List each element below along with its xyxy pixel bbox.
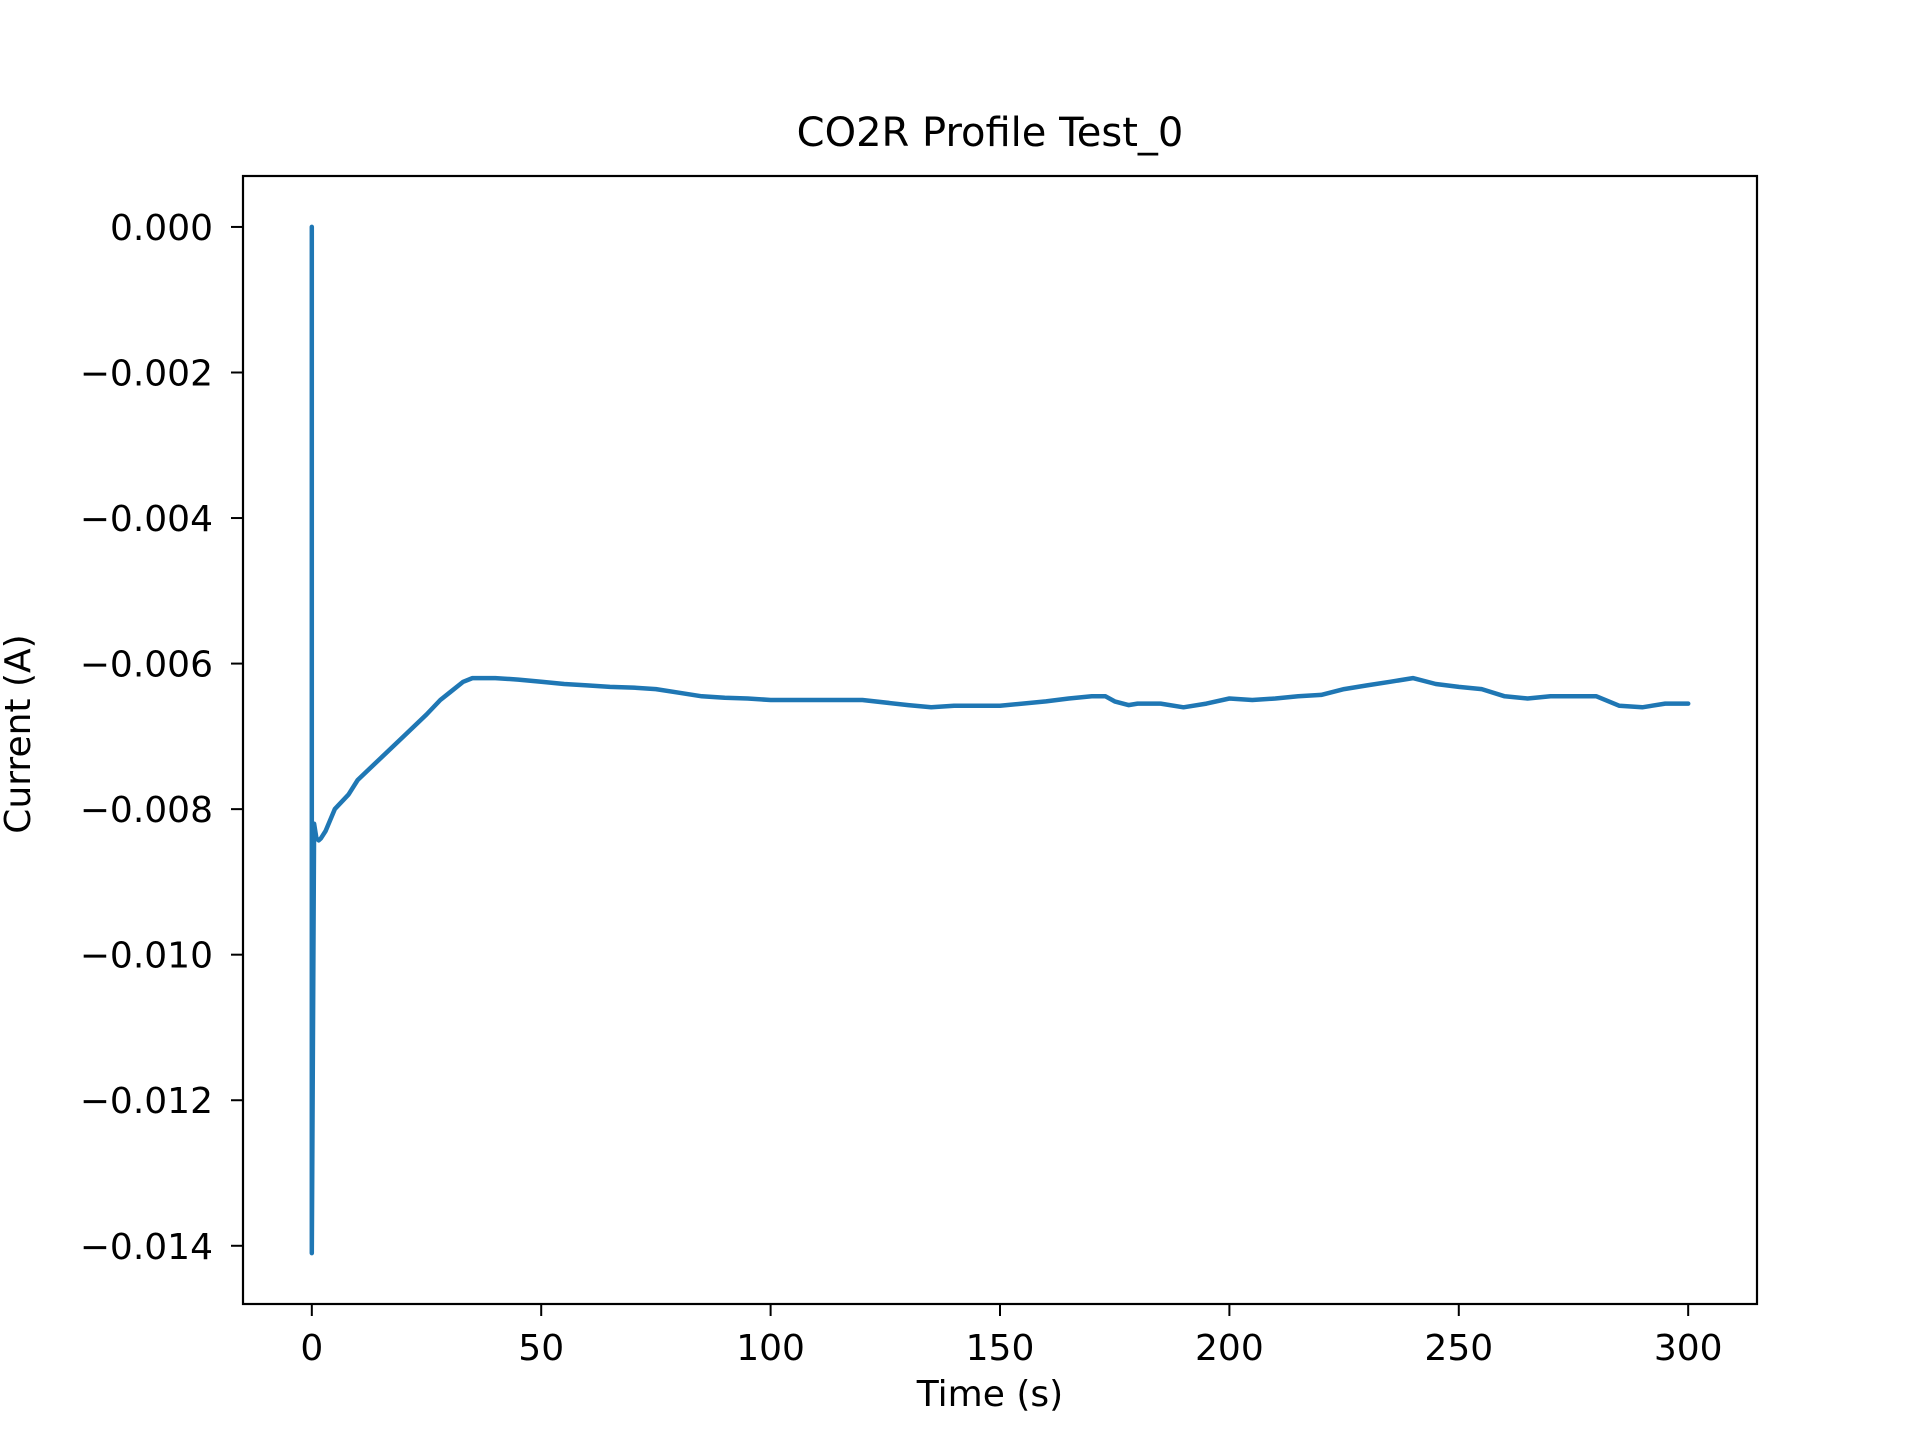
x-tick-label: 300 <box>1654 1328 1723 1369</box>
y-tick-label: −0.004 <box>80 499 213 540</box>
series-line-0 <box>309 224 1691 1256</box>
y-axis: 0.000 −0.002 −0.004 −0.006 −0.008 −0.010 −0.01… <box>80 208 243 1268</box>
y-tick-label: −0.014 <box>80 1227 213 1268</box>
x-tick-label: 200 <box>1195 1328 1264 1369</box>
plot-area <box>309 224 1691 1256</box>
x-axis: 0 50 100 150 200 250 300 <box>300 1304 1723 1369</box>
x-axis-label: Time (s) <box>916 1374 1063 1415</box>
chart-title: CO2R Profile Test_0 <box>797 110 1184 156</box>
y-tick-label: −0.010 <box>80 936 213 977</box>
y-axis-label: Current (A) <box>0 634 39 833</box>
x-tick-label: 100 <box>736 1328 805 1369</box>
y-tick-label: −0.006 <box>80 645 213 686</box>
x-tick-label: 50 <box>518 1328 564 1369</box>
y-tick-label: −0.002 <box>80 353 213 394</box>
y-tick-label: −0.008 <box>80 790 213 831</box>
x-tick-label: 150 <box>966 1328 1035 1369</box>
x-tick-label: 250 <box>1424 1328 1493 1369</box>
y-tick-label: −0.012 <box>80 1081 213 1122</box>
y-tick-label: 0.000 <box>110 208 213 249</box>
x-tick-label: 0 <box>300 1328 323 1369</box>
